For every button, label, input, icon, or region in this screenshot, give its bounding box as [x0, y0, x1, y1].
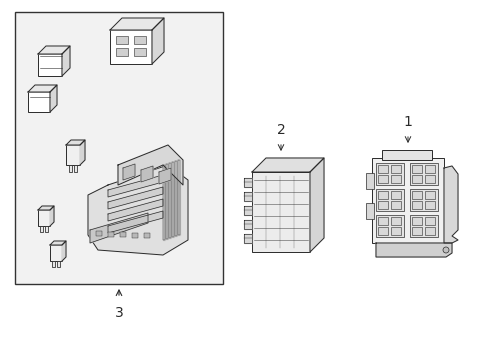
- Bar: [74, 165, 77, 172]
- Polygon shape: [28, 85, 57, 92]
- Text: 3: 3: [114, 306, 123, 320]
- Bar: [377, 227, 387, 235]
- Bar: [375, 215, 403, 237]
- Bar: [409, 163, 437, 185]
- Bar: [424, 191, 434, 199]
- Polygon shape: [66, 140, 85, 145]
- Polygon shape: [80, 140, 85, 165]
- Polygon shape: [244, 178, 251, 187]
- Bar: [411, 175, 421, 183]
- Polygon shape: [62, 241, 66, 261]
- Polygon shape: [244, 234, 251, 243]
- Bar: [375, 189, 403, 211]
- Polygon shape: [375, 243, 451, 257]
- Polygon shape: [251, 158, 324, 172]
- Polygon shape: [38, 46, 70, 54]
- Bar: [28, 92, 50, 112]
- Bar: [120, 232, 126, 237]
- Bar: [424, 227, 434, 235]
- Bar: [375, 163, 403, 185]
- Polygon shape: [108, 199, 163, 221]
- Bar: [116, 36, 128, 44]
- Bar: [45, 226, 47, 231]
- Bar: [377, 217, 387, 225]
- Bar: [377, 165, 387, 173]
- Bar: [57, 261, 60, 267]
- Polygon shape: [178, 160, 180, 235]
- Polygon shape: [244, 206, 251, 215]
- Bar: [134, 48, 146, 56]
- Polygon shape: [108, 175, 163, 197]
- Polygon shape: [175, 161, 177, 236]
- Polygon shape: [152, 18, 163, 64]
- Bar: [390, 191, 400, 199]
- Polygon shape: [123, 164, 135, 180]
- Bar: [424, 165, 434, 173]
- Polygon shape: [165, 164, 168, 239]
- Polygon shape: [169, 163, 171, 238]
- Bar: [377, 201, 387, 209]
- Text: 1: 1: [403, 115, 411, 129]
- Polygon shape: [108, 211, 163, 233]
- Bar: [15, 12, 223, 284]
- Bar: [390, 175, 400, 183]
- Bar: [411, 201, 421, 209]
- Bar: [390, 165, 400, 173]
- Polygon shape: [90, 213, 148, 243]
- Bar: [365, 203, 373, 219]
- Polygon shape: [244, 220, 251, 229]
- Polygon shape: [50, 206, 54, 226]
- Bar: [411, 217, 421, 225]
- Bar: [409, 215, 437, 237]
- Bar: [132, 233, 138, 238]
- Bar: [50, 245, 62, 261]
- Bar: [110, 30, 152, 64]
- Bar: [108, 231, 114, 237]
- Bar: [66, 145, 80, 165]
- Polygon shape: [163, 165, 164, 240]
- Bar: [424, 217, 434, 225]
- Bar: [390, 201, 400, 209]
- Polygon shape: [110, 18, 163, 30]
- Bar: [96, 231, 102, 236]
- Polygon shape: [50, 241, 66, 245]
- Polygon shape: [309, 158, 324, 252]
- Bar: [116, 48, 128, 56]
- Bar: [424, 175, 434, 183]
- Polygon shape: [244, 192, 251, 201]
- Polygon shape: [443, 166, 457, 243]
- Bar: [411, 165, 421, 173]
- Polygon shape: [141, 166, 153, 182]
- Bar: [134, 36, 146, 44]
- Bar: [41, 226, 43, 231]
- Bar: [381, 150, 431, 160]
- Bar: [365, 173, 373, 189]
- Bar: [38, 210, 50, 226]
- Bar: [409, 189, 437, 211]
- Bar: [377, 175, 387, 183]
- Bar: [411, 191, 421, 199]
- Polygon shape: [118, 145, 183, 185]
- Polygon shape: [62, 46, 70, 76]
- Bar: [69, 165, 71, 172]
- Text: 2: 2: [276, 123, 285, 137]
- Polygon shape: [50, 85, 57, 112]
- Polygon shape: [159, 168, 171, 184]
- Bar: [251, 172, 309, 252]
- Polygon shape: [88, 165, 187, 255]
- Bar: [52, 261, 55, 267]
- Bar: [411, 227, 421, 235]
- Bar: [371, 158, 443, 243]
- Bar: [424, 201, 434, 209]
- Bar: [377, 191, 387, 199]
- Bar: [390, 227, 400, 235]
- Polygon shape: [172, 162, 174, 237]
- Polygon shape: [108, 187, 163, 209]
- Bar: [143, 233, 150, 238]
- Polygon shape: [38, 206, 54, 210]
- Bar: [390, 217, 400, 225]
- Circle shape: [442, 247, 448, 253]
- Bar: [38, 54, 62, 76]
